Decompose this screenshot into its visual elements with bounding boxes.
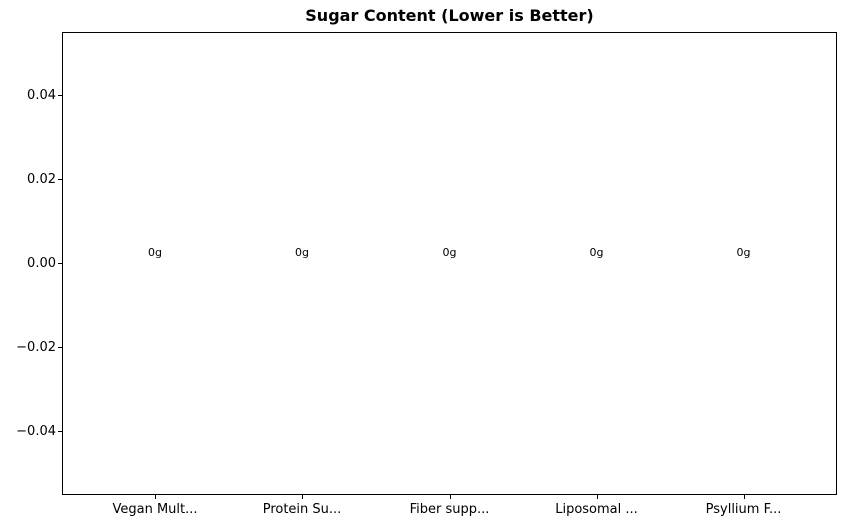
plot-area xyxy=(62,32,837,495)
x-tick-mark xyxy=(596,495,598,499)
x-tick-label: Protein Su... xyxy=(262,502,342,517)
bar-value-label: 0g xyxy=(295,246,309,259)
x-tick-label: Vegan Mult... xyxy=(112,502,198,517)
x-tick-mark xyxy=(743,495,745,499)
y-tick-label: 0.02 xyxy=(27,171,56,187)
x-tick-label: Liposomal ... xyxy=(555,502,638,517)
y-tick-mark xyxy=(58,347,62,348)
y-tick-label: −0.02 xyxy=(16,339,56,355)
y-tick-label: 0.04 xyxy=(27,87,56,103)
bar-value-label: 0g xyxy=(736,246,751,259)
bar-value-label: 0g xyxy=(148,246,162,259)
y-tick-mark xyxy=(58,179,62,180)
y-tick-mark xyxy=(58,263,62,264)
y-tick-label: 0.00 xyxy=(27,255,56,271)
x-tick-mark xyxy=(155,495,156,499)
y-tick-mark xyxy=(58,95,62,96)
x-tick-mark xyxy=(449,495,451,499)
bar-value-label: 0g xyxy=(589,246,604,259)
x-tick-label: Psyllium F... xyxy=(705,502,782,517)
y-tick-label: −0.04 xyxy=(16,423,56,439)
x-tick-label: Fiber supp... xyxy=(409,502,490,517)
x-tick-mark xyxy=(302,495,303,499)
y-tick-mark xyxy=(58,431,62,432)
bar-value-label: 0g xyxy=(442,246,457,259)
chart-title: Sugar Content (Lower is Better) xyxy=(305,6,594,25)
